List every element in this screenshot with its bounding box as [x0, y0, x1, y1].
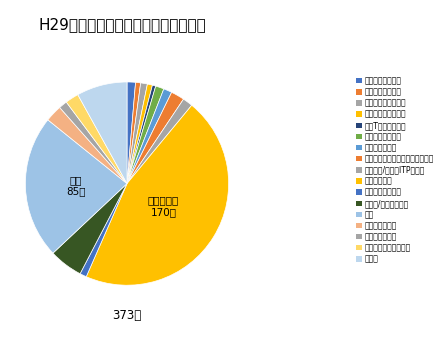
- Text: 乳癌
85名: 乳癌 85名: [67, 175, 86, 196]
- Wedge shape: [60, 102, 127, 184]
- Wedge shape: [86, 105, 229, 285]
- Wedge shape: [127, 83, 148, 184]
- Wedge shape: [80, 184, 127, 277]
- Wedge shape: [127, 84, 152, 184]
- Text: 373名: 373名: [113, 309, 141, 322]
- Legend: 急性骨髄性白血病, 慢性骨髄性白血病, 急性リンパ性白血病, 慢性リンパ性白血病, 成人T細胞性白血病, 骨髄異形成症候群, 骨髄増殖性疾患, 貧血（再性不良性: 急性骨髄性白血病, 慢性骨髄性白血病, 急性リンパ性白血病, 慢性リンパ性白血病…: [356, 76, 434, 264]
- Wedge shape: [127, 85, 156, 184]
- Wedge shape: [127, 99, 192, 184]
- Text: H29年度　腫瘍・血液内科新患患者数: H29年度 腫瘍・血液内科新患患者数: [39, 17, 206, 32]
- Wedge shape: [127, 89, 172, 184]
- Wedge shape: [127, 92, 184, 184]
- Wedge shape: [25, 120, 127, 253]
- Wedge shape: [127, 82, 141, 184]
- Wedge shape: [53, 184, 127, 274]
- Wedge shape: [127, 86, 164, 184]
- Text: 悪性リンパ
170名: 悪性リンパ 170名: [148, 195, 179, 217]
- Wedge shape: [66, 95, 127, 184]
- Wedge shape: [127, 82, 136, 184]
- Wedge shape: [78, 82, 127, 184]
- Wedge shape: [48, 107, 127, 184]
